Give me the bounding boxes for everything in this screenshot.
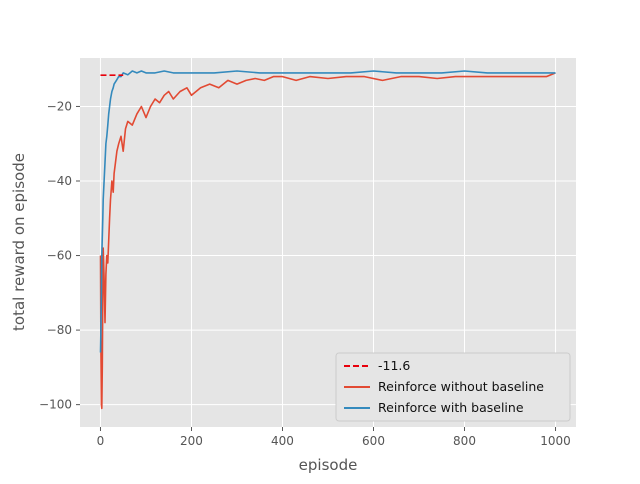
y-axis-label: total reward on episode — [10, 153, 28, 331]
y-tick-label: −60 — [47, 249, 72, 263]
x-axis-label: episode — [299, 456, 358, 474]
x-tick-label: 0 — [97, 434, 105, 448]
x-tick-label: 400 — [271, 434, 294, 448]
legend: -11.6 Reinforce without baseline Reinforce… — [335, 352, 571, 422]
series-line-1 — [99, 72, 556, 410]
grid-lines — [80, 58, 576, 427]
tick-labels: 0 200 400 600 800 1000 −100 −80 −60 −40 −20 — [39, 99, 571, 448]
legend-label-1: -11.6 — [378, 358, 410, 373]
x-tick-label: 200 — [180, 434, 203, 448]
legend-label-2: Reinforce without baseline — [378, 379, 544, 394]
x-tick-label: 800 — [453, 434, 476, 448]
series-line-2 — [99, 70, 556, 353]
x-tick-label: 1000 — [540, 434, 571, 448]
y-tick-label: −20 — [47, 99, 72, 113]
y-tick-label: −80 — [47, 323, 72, 337]
y-tick-label: −100 — [39, 398, 72, 412]
y-tick-label: −40 — [47, 174, 72, 188]
x-tick-label: 600 — [362, 434, 385, 448]
data-lines — [99, 70, 556, 410]
legend-box — [335, 352, 571, 422]
legend-label-3: Reinforce with baseline — [378, 400, 524, 415]
